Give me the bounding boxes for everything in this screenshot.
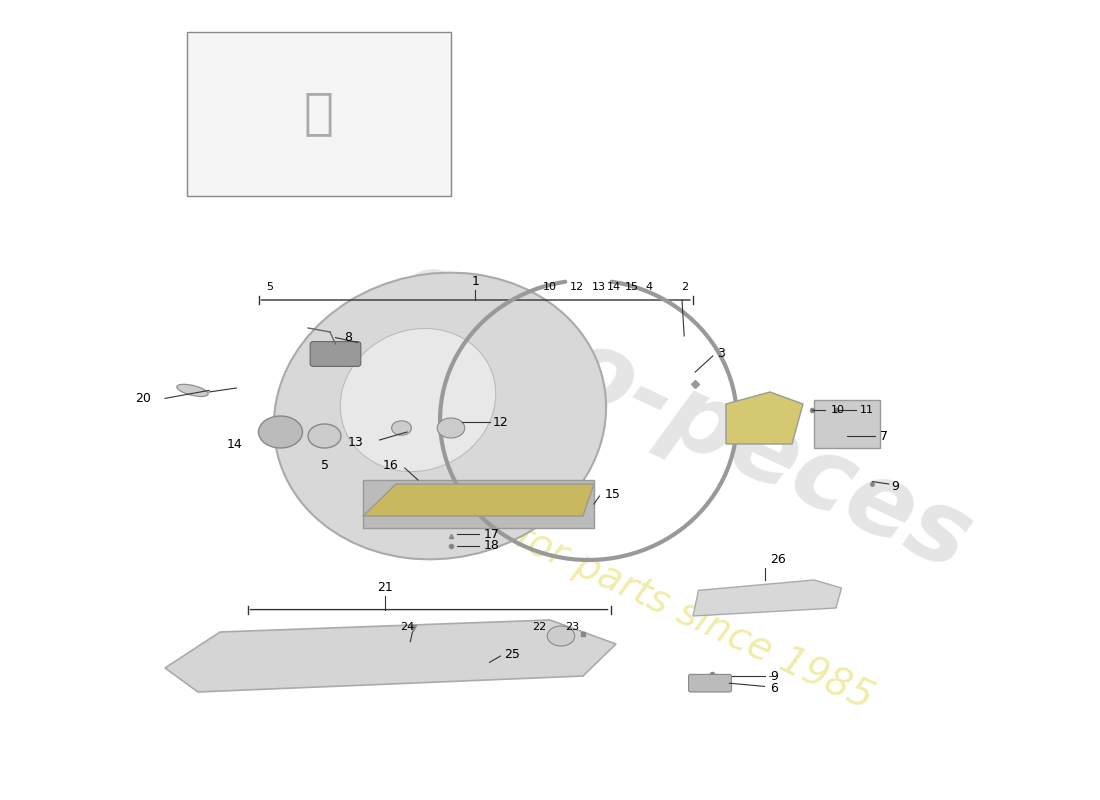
Text: 10: 10 <box>830 406 845 415</box>
FancyBboxPatch shape <box>310 342 361 366</box>
Text: 14: 14 <box>227 438 242 450</box>
Text: 25: 25 <box>504 648 519 661</box>
Text: 1: 1 <box>471 275 480 288</box>
Ellipse shape <box>177 384 208 397</box>
Ellipse shape <box>340 329 496 471</box>
Text: 12: 12 <box>570 282 583 292</box>
Text: 15: 15 <box>605 488 620 501</box>
Bar <box>363 480 594 528</box>
Text: 17: 17 <box>484 528 499 541</box>
Text: 7: 7 <box>880 430 888 442</box>
Text: 18: 18 <box>484 539 499 552</box>
Text: 13: 13 <box>348 436 363 449</box>
Text: ─: ─ <box>768 671 774 681</box>
Polygon shape <box>693 580 842 616</box>
Text: 6: 6 <box>770 682 778 694</box>
Polygon shape <box>363 484 594 516</box>
Text: 10: 10 <box>543 282 557 292</box>
Text: 5: 5 <box>320 459 329 472</box>
Text: 12: 12 <box>493 416 508 429</box>
Text: 23: 23 <box>565 622 579 632</box>
Polygon shape <box>726 392 803 444</box>
Ellipse shape <box>274 273 606 559</box>
Text: 24: 24 <box>400 622 414 632</box>
Ellipse shape <box>392 421 411 435</box>
Polygon shape <box>165 620 616 692</box>
Text: 14: 14 <box>607 282 620 292</box>
Text: 5: 5 <box>266 282 273 292</box>
Text: euro-peces: euro-peces <box>378 240 986 592</box>
Text: 26: 26 <box>770 553 785 566</box>
Text: 11: 11 <box>860 406 875 415</box>
Bar <box>187 32 451 196</box>
Ellipse shape <box>438 418 464 438</box>
Text: 13: 13 <box>592 282 605 292</box>
Text: 16: 16 <box>383 459 398 472</box>
Text: 9: 9 <box>770 670 778 682</box>
Text: 22: 22 <box>532 622 546 632</box>
Text: 20: 20 <box>135 392 151 405</box>
Ellipse shape <box>308 424 341 448</box>
Text: 2: 2 <box>681 282 688 292</box>
Text: 9: 9 <box>891 480 899 493</box>
FancyBboxPatch shape <box>689 674 732 692</box>
Text: a passion for parts since 1985: a passion for parts since 1985 <box>331 434 879 718</box>
Ellipse shape <box>258 416 303 448</box>
Bar <box>814 400 880 448</box>
Text: 15: 15 <box>625 282 638 292</box>
Text: 8: 8 <box>344 331 352 344</box>
Text: 4: 4 <box>646 282 652 292</box>
Text: 3: 3 <box>717 347 725 360</box>
Ellipse shape <box>548 626 574 646</box>
Text: 21: 21 <box>377 581 393 594</box>
Text: 🚗: 🚗 <box>304 90 334 138</box>
